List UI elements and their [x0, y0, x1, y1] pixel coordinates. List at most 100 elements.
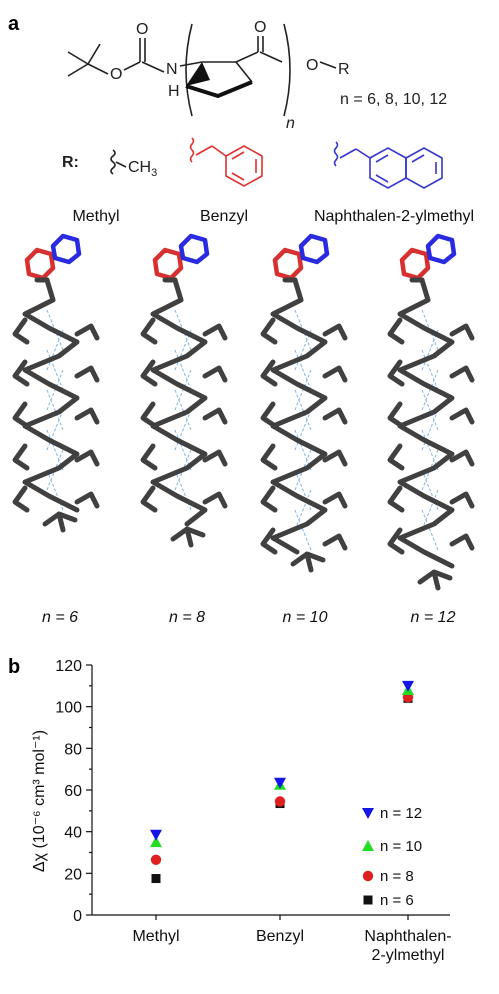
- helix-side-chain: [260, 401, 278, 429]
- helix-backbone: [22, 277, 80, 513]
- chart-axes: 0 20 40 60 80 100 120 Methyl Benzyl Naphthalen- 2-…: [55, 658, 451, 964]
- legend-label: n = 6: [380, 892, 414, 909]
- hydrogen-bond: [46, 369, 64, 411]
- hydrogen-bond: [294, 489, 312, 531]
- hydrogen-bond: [46, 329, 64, 371]
- r-group-label: R: [338, 61, 350, 78]
- hydrogen-bond: [421, 489, 439, 531]
- y-tick-label: 80: [64, 741, 82, 758]
- structure-label: n = 12: [411, 609, 456, 626]
- legend-label: n = 10: [380, 838, 422, 855]
- chart-marks: [150, 680, 414, 884]
- scatter-chart: 0 20 40 60 80 100 120 Methyl Benzyl Naphthalen- 2-…: [31, 658, 452, 964]
- helix-side-chain: [322, 365, 348, 383]
- hydrogen-bond: [46, 409, 64, 451]
- legend-marker-triangle-down: [362, 808, 374, 819]
- helix-structure: [140, 233, 228, 548]
- y-axis-label: Δχ (10⁻⁶ cm³ mol⁻¹): [31, 730, 48, 872]
- ester-oxygen-1: O: [110, 66, 122, 83]
- helix-side-chain: [322, 491, 348, 509]
- aromatic-ring-blue: [425, 233, 457, 265]
- helix-side-chain: [140, 359, 158, 387]
- y-tick-label: 120: [55, 658, 82, 675]
- hydrogen-bond: [174, 329, 192, 371]
- hydrogen-bond: [174, 369, 192, 411]
- helix-side-chain: [387, 359, 405, 387]
- helix-side-chain: [74, 407, 100, 425]
- helix-structure: [387, 233, 475, 591]
- r-prefix: R:: [62, 154, 79, 171]
- data-point-square: [151, 874, 161, 884]
- helix-side-chain: [449, 407, 475, 425]
- hydrogen-bond: [421, 349, 439, 391]
- helix-structures: [12, 233, 475, 591]
- hydrogen-bond: [294, 509, 312, 551]
- legend-marker-circle: [362, 870, 374, 882]
- helix-side-chain: [322, 533, 348, 551]
- helix-side-chain: [322, 323, 348, 341]
- helix-backbone: [270, 277, 328, 555]
- ester-oxygen-2: O: [306, 57, 318, 74]
- structure-label: n = 10: [283, 609, 328, 626]
- data-point-triangle-up: [150, 836, 162, 848]
- hydrogen-bond: [294, 329, 312, 371]
- helix-side-chain: [387, 485, 405, 513]
- hydrogen-bond: [174, 409, 192, 451]
- substituent-row: R: CH3 Methyl Benzyl Naphthal: [62, 137, 474, 225]
- chart-legend: n = 12 n = 10 n = 8 n = 6: [362, 805, 422, 909]
- helix-side-chain: [260, 443, 278, 471]
- helix-side-chain: [449, 323, 475, 341]
- legend-marker-triangle-up: [362, 840, 374, 851]
- aromatic-ring-blue: [178, 233, 210, 265]
- aromatic-ring-red: [272, 247, 304, 281]
- y-tick-label: 20: [64, 866, 82, 883]
- aromatic-ring-red: [399, 247, 431, 281]
- helix-side-chain: [449, 533, 475, 551]
- hydrogen-bond: [421, 369, 439, 411]
- helix-side-chain: [387, 317, 405, 345]
- legend-label: n = 8: [380, 868, 414, 885]
- data-point-triangle-down: [150, 829, 162, 841]
- y-tick-label: 40: [64, 825, 82, 842]
- helix-side-chain: [260, 485, 278, 513]
- helix-side-chain: [387, 527, 405, 555]
- helix-side-chain: [140, 401, 158, 429]
- legend-label: n = 12: [380, 805, 422, 822]
- naphthylmethyl-structure: [333, 141, 443, 189]
- benzyl-structure: [189, 137, 263, 187]
- hydrogen-bond: [294, 409, 312, 451]
- n-values-label: n = 6, 8, 10, 12: [340, 91, 447, 108]
- helix-structure: [12, 233, 100, 533]
- data-point-triangle-down: [274, 777, 286, 789]
- hydrogen-bond: [46, 429, 64, 471]
- helix-structure: [260, 233, 348, 573]
- hydrogen-bond: [294, 429, 312, 471]
- helix-side-chain: [260, 317, 278, 345]
- helix-side-chain: [74, 365, 100, 383]
- hydrogen-bond: [174, 389, 192, 431]
- helix-side-chain: [449, 491, 475, 509]
- x-tick-label: Naphthalen-: [364, 928, 451, 945]
- structure-label: n = 6: [42, 609, 78, 626]
- substituent-name: Benzyl: [200, 208, 248, 225]
- data-point-circle: [274, 796, 286, 807]
- helix-side-chain: [12, 401, 30, 429]
- aromatic-ring-red: [152, 247, 184, 281]
- helix-side-chain: [387, 443, 405, 471]
- hydrogen-bond: [174, 349, 192, 391]
- aromatic-ring-red: [24, 247, 56, 281]
- structure-label: n = 8: [169, 609, 205, 626]
- helix-side-chain: [140, 485, 158, 513]
- hydrogen-bond: [46, 389, 64, 431]
- y-tick-label: 100: [55, 700, 82, 717]
- helix-side-chain: [260, 527, 278, 555]
- amine-hydrogen: H: [168, 83, 180, 100]
- helix-side-chain: [12, 443, 30, 471]
- helix-side-chain: [74, 323, 100, 341]
- substituent-name: Methyl: [72, 208, 119, 225]
- aromatic-ring-blue: [50, 233, 82, 265]
- panel-b-letter: b: [8, 656, 20, 678]
- hydrogen-bond: [421, 389, 439, 431]
- hydrogen-bond: [174, 429, 192, 471]
